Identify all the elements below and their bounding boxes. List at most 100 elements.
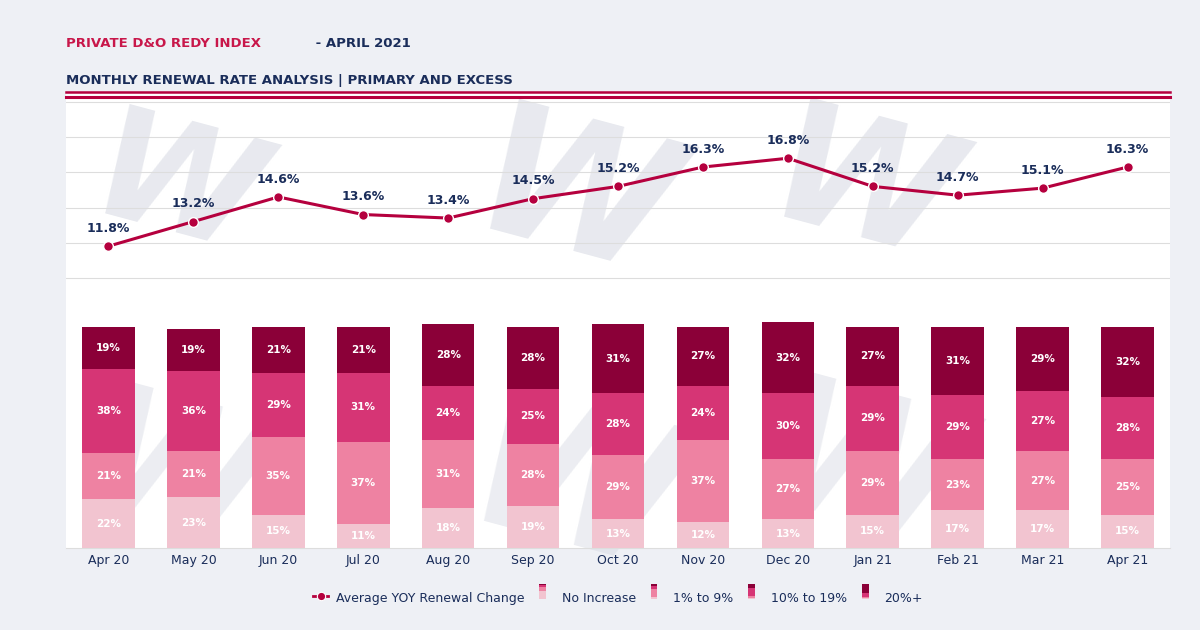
Text: 19%: 19%	[96, 343, 121, 353]
Text: 25%: 25%	[521, 411, 546, 421]
Text: 16.8%: 16.8%	[767, 134, 810, 147]
Bar	[1016, 510, 1069, 548]
Bar	[1016, 391, 1069, 450]
Text: 15.2%: 15.2%	[596, 162, 640, 175]
Text: W: W	[66, 374, 287, 580]
Bar	[762, 322, 814, 393]
Text: W: W	[742, 366, 980, 587]
Bar	[677, 386, 730, 440]
Bar	[931, 459, 984, 510]
Bar	[422, 440, 474, 508]
Text: 28%: 28%	[521, 353, 546, 362]
Text: 27%: 27%	[690, 352, 715, 362]
Text: 11%: 11%	[350, 531, 376, 541]
Bar	[252, 373, 305, 437]
Text: 29%: 29%	[1030, 353, 1055, 364]
Text: 31%: 31%	[946, 356, 970, 366]
Text: 36%: 36%	[181, 406, 206, 416]
Bar	[422, 386, 474, 440]
Text: 24%: 24%	[690, 408, 715, 418]
Text: W: W	[751, 91, 971, 296]
Text: 35%: 35%	[266, 471, 290, 481]
Text: 29%: 29%	[606, 482, 630, 492]
Text: 11.8%: 11.8%	[86, 222, 130, 235]
Text: 14.7%: 14.7%	[936, 171, 979, 184]
Text: W: W	[446, 376, 702, 614]
Bar	[592, 455, 644, 519]
Text: 22%: 22%	[96, 518, 121, 529]
Bar	[592, 519, 644, 548]
Text: 16.3%: 16.3%	[682, 142, 725, 156]
Text: 13%: 13%	[606, 529, 630, 539]
Bar	[167, 329, 220, 371]
Bar	[1016, 326, 1069, 391]
Text: 13%: 13%	[775, 529, 800, 539]
Bar	[337, 524, 390, 548]
Text: W: W	[455, 94, 692, 316]
Bar	[422, 508, 474, 548]
Text: 29%: 29%	[266, 400, 290, 410]
Text: 31%: 31%	[606, 353, 630, 364]
Text: 27%: 27%	[1030, 476, 1055, 486]
Bar	[592, 324, 644, 393]
Bar	[82, 326, 134, 369]
Bar	[762, 519, 814, 548]
Text: 24%: 24%	[436, 408, 461, 418]
Bar	[1102, 326, 1154, 398]
Bar	[82, 453, 134, 500]
Bar	[82, 369, 134, 453]
Bar	[506, 506, 559, 548]
Text: 13.6%: 13.6%	[342, 190, 385, 203]
Bar	[506, 326, 559, 389]
Bar	[846, 515, 899, 548]
Text: 32%: 32%	[775, 353, 800, 362]
Text: 15.1%: 15.1%	[1021, 164, 1064, 177]
Text: 29%: 29%	[860, 478, 886, 488]
Text: - APRIL 2021: - APRIL 2021	[311, 37, 410, 50]
Bar	[506, 444, 559, 506]
Bar	[167, 497, 220, 548]
Text: 29%: 29%	[860, 413, 886, 423]
Text: 19%: 19%	[181, 345, 206, 355]
Bar	[846, 386, 899, 450]
Text: 27%: 27%	[1030, 416, 1055, 426]
Bar	[1102, 515, 1154, 548]
Bar	[82, 500, 134, 548]
Text: 15%: 15%	[860, 527, 886, 537]
Legend: Average YOY Renewal Change, No Increase, 1% to 9%, 10% to 19%, 20%+: Average YOY Renewal Change, No Increase,…	[308, 585, 928, 610]
Text: 28%: 28%	[1115, 423, 1140, 433]
Text: 21%: 21%	[350, 345, 376, 355]
Text: 15%: 15%	[266, 527, 290, 537]
Bar	[1102, 398, 1154, 459]
Bar	[931, 326, 984, 395]
Bar	[592, 393, 644, 455]
Text: 15.2%: 15.2%	[851, 162, 894, 175]
Bar	[762, 393, 814, 459]
Text: 23%: 23%	[946, 480, 970, 490]
Bar	[337, 373, 390, 442]
Text: 37%: 37%	[690, 476, 715, 486]
Text: 14.5%: 14.5%	[511, 175, 554, 187]
Text: 32%: 32%	[1115, 357, 1140, 367]
Text: 25%: 25%	[1115, 482, 1140, 492]
Bar	[677, 326, 730, 386]
Text: 23%: 23%	[181, 518, 206, 527]
Bar	[167, 371, 220, 450]
Bar	[337, 442, 390, 524]
Text: 17%: 17%	[1030, 524, 1055, 534]
Text: 16.3%: 16.3%	[1106, 142, 1150, 156]
Text: 15%: 15%	[1115, 527, 1140, 537]
Text: 28%: 28%	[521, 470, 546, 480]
Text: 17%: 17%	[946, 524, 971, 534]
Text: 31%: 31%	[350, 403, 376, 413]
Bar	[931, 395, 984, 459]
Text: 21%: 21%	[181, 469, 206, 479]
Bar	[252, 437, 305, 515]
Text: 37%: 37%	[350, 478, 376, 488]
Text: 38%: 38%	[96, 406, 121, 416]
Bar	[677, 522, 730, 548]
Bar	[931, 510, 984, 548]
Text: 28%: 28%	[436, 350, 461, 360]
Bar	[1016, 450, 1069, 510]
Text: 13.4%: 13.4%	[426, 193, 470, 207]
